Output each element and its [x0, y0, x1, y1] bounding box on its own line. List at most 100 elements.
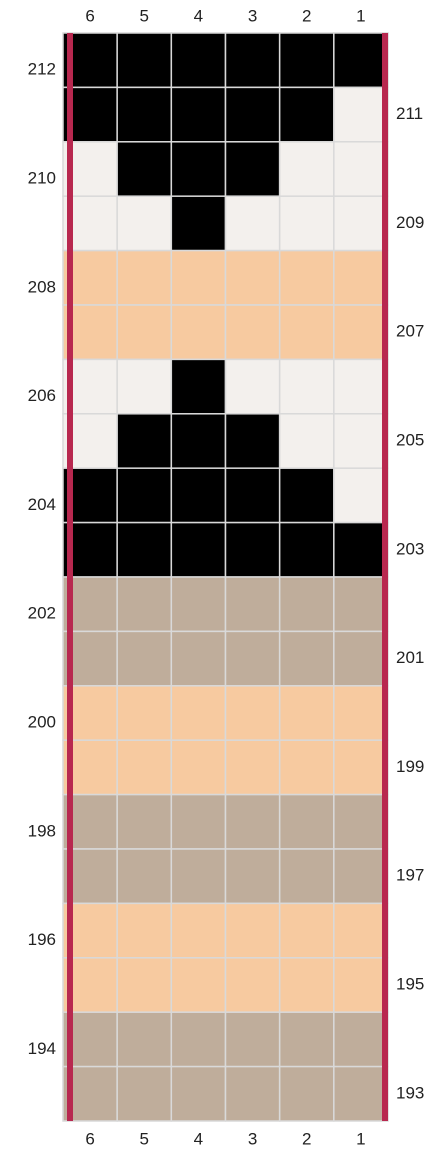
cell	[224, 195, 281, 252]
cell	[333, 141, 389, 197]
row-label: 201	[396, 648, 424, 667]
cell	[116, 793, 173, 850]
cell	[224, 902, 281, 959]
cell	[278, 1011, 335, 1068]
cell	[278, 358, 335, 415]
row-label: 212	[28, 60, 56, 79]
cell	[333, 86, 389, 143]
cell	[116, 413, 173, 469]
cell	[170, 630, 227, 687]
cell	[170, 195, 227, 252]
cell	[333, 467, 389, 524]
cell	[278, 630, 335, 687]
column-label-top: 2	[302, 6, 311, 25]
cell	[116, 1065, 173, 1122]
column-label-bottom: 3	[248, 1129, 257, 1148]
column-label-top: 5	[140, 6, 149, 25]
column-label-bottom: 1	[356, 1129, 365, 1148]
cell	[278, 902, 335, 959]
column-label-bottom: 6	[85, 1129, 94, 1148]
cell	[116, 521, 173, 578]
cell	[333, 793, 389, 850]
cell	[170, 304, 227, 361]
cell	[224, 467, 281, 524]
cell	[333, 848, 389, 905]
cell	[116, 249, 173, 306]
cell	[278, 413, 335, 469]
cell	[333, 304, 389, 361]
cell	[224, 630, 281, 687]
row-label: 205	[396, 430, 424, 449]
row-label: 195	[396, 974, 424, 993]
cell	[278, 848, 335, 905]
cell	[278, 521, 335, 578]
cell	[170, 1011, 227, 1068]
cell	[333, 685, 389, 741]
cell	[333, 413, 389, 469]
cell	[116, 685, 173, 741]
row-label: 196	[28, 930, 56, 949]
cell	[170, 902, 227, 959]
cell	[278, 793, 335, 850]
cell	[170, 86, 227, 143]
cell	[116, 86, 173, 143]
cell	[278, 957, 335, 1013]
cell	[333, 1065, 389, 1122]
cell	[278, 467, 335, 524]
cell	[278, 685, 335, 741]
cell	[116, 358, 173, 415]
cell	[116, 739, 173, 796]
cell	[333, 249, 389, 306]
column-label-bottom: 4	[194, 1129, 203, 1148]
cell	[278, 141, 335, 197]
row-label: 207	[396, 322, 424, 341]
row-label: 197	[396, 866, 424, 885]
cell	[116, 304, 173, 361]
cell	[170, 358, 227, 415]
cell	[116, 576, 173, 633]
cell	[278, 304, 335, 361]
cell	[333, 195, 389, 252]
cell	[278, 249, 335, 306]
row-label: 209	[396, 213, 424, 232]
cell	[224, 957, 281, 1013]
cell	[116, 467, 173, 524]
row-label: 211	[396, 104, 423, 123]
cell	[333, 739, 389, 796]
cell	[278, 32, 335, 89]
row-label: 204	[28, 495, 56, 514]
row-label: 194	[28, 1039, 56, 1058]
cell	[278, 86, 335, 143]
cell	[224, 1065, 281, 1122]
cell	[333, 630, 389, 687]
cell	[170, 576, 227, 633]
cell	[224, 848, 281, 905]
cell	[333, 576, 389, 633]
column-label-top: 6	[85, 6, 94, 25]
cell	[224, 1011, 281, 1068]
row-label: 202	[28, 604, 56, 623]
cell	[116, 902, 173, 959]
cell	[333, 32, 389, 89]
cell	[224, 32, 281, 89]
cell	[170, 739, 227, 796]
row-label: 199	[396, 757, 424, 776]
cell	[116, 1011, 173, 1068]
cell	[170, 467, 227, 524]
cell	[116, 195, 173, 252]
cell	[116, 848, 173, 905]
cell	[224, 576, 281, 633]
row-label: 210	[28, 168, 56, 187]
cell	[333, 957, 389, 1013]
cell	[224, 141, 281, 197]
row-label: 200	[28, 712, 56, 731]
cell	[116, 32, 173, 89]
cell	[224, 304, 281, 361]
cell	[116, 630, 173, 687]
cell	[224, 739, 281, 796]
cell	[278, 739, 335, 796]
row-label: 198	[28, 821, 56, 840]
cell	[224, 413, 281, 469]
cell	[224, 685, 281, 741]
